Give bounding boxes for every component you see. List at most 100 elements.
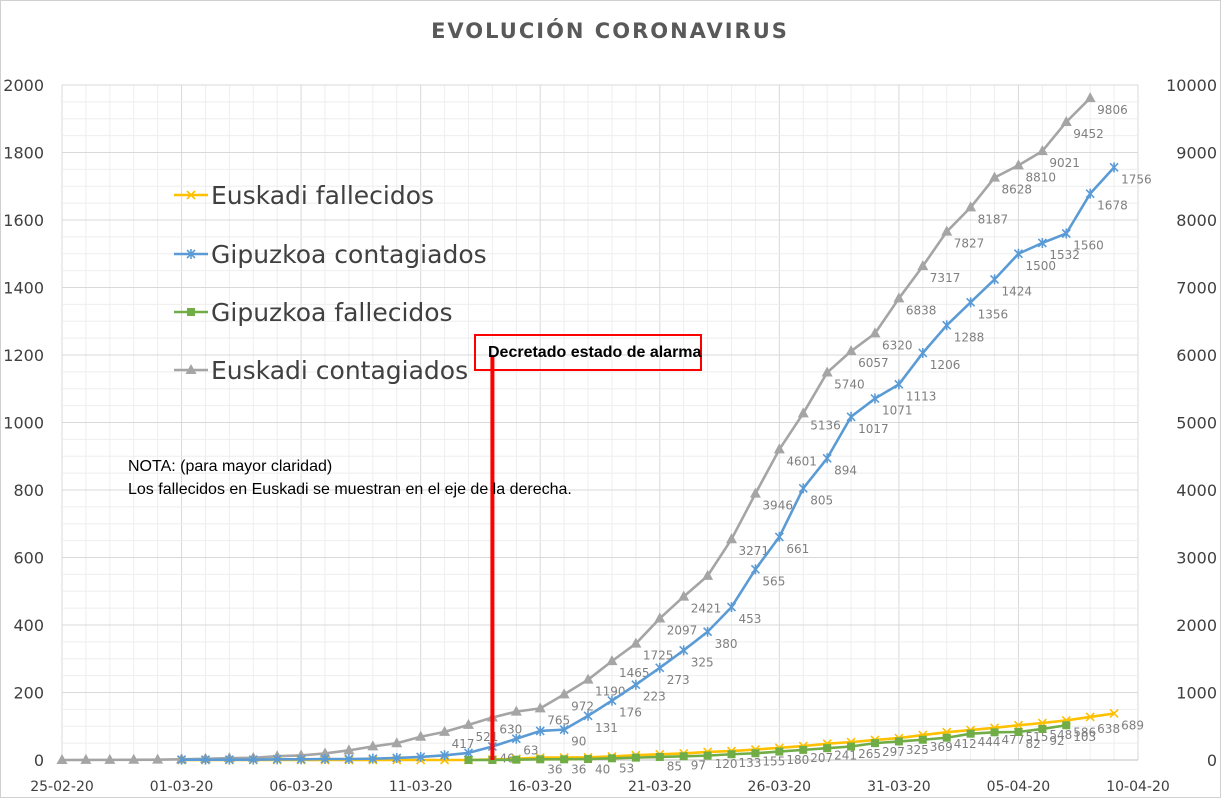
- y-left-tick-label: 0: [34, 751, 44, 770]
- data-label: 103: [1073, 730, 1096, 744]
- data-point: [320, 753, 330, 764]
- y-right-tick-label: 5000: [1176, 414, 1217, 433]
- alarm-label: Decretado estado de alarma: [488, 344, 702, 361]
- data-point: [798, 483, 808, 494]
- data-point: [727, 750, 736, 759]
- data-point: [582, 673, 594, 684]
- x-tick-label: 05-04-20: [987, 779, 1051, 795]
- data-point: [80, 753, 92, 764]
- data-point: [893, 292, 905, 303]
- y-right-tick-label: 7000: [1176, 279, 1217, 298]
- data-point: [869, 327, 881, 338]
- data-point: [368, 753, 378, 764]
- data-point: [296, 754, 306, 765]
- data-point: [1060, 115, 1072, 126]
- data-point: [941, 225, 953, 236]
- data-label: 1465: [619, 666, 650, 680]
- data-label: 5136: [810, 418, 841, 432]
- data-label: 9806: [1097, 103, 1128, 117]
- data-point: [845, 345, 857, 356]
- data-point: [1012, 159, 1024, 170]
- data-label: 1560: [1073, 239, 1104, 253]
- data-point: [391, 737, 403, 748]
- legend-label: Euskadi contagiados: [211, 356, 468, 385]
- y-left-tick-label: 400: [13, 616, 44, 635]
- data-point: [56, 754, 68, 764]
- series-line: [181, 166, 1116, 761]
- data-label: 90: [571, 735, 586, 749]
- data-label: 638: [1097, 722, 1120, 736]
- data-label: 241: [834, 749, 857, 763]
- data-label: 2097: [667, 623, 698, 637]
- data-point: [751, 749, 760, 758]
- y-right-tick-label: 2000: [1176, 616, 1217, 635]
- data-label: 548: [1049, 728, 1072, 742]
- data-label: 1071: [882, 404, 913, 418]
- data-point: [558, 688, 570, 699]
- data-label: 417: [452, 737, 475, 751]
- data-label: 1017: [858, 422, 889, 436]
- data-point: [606, 655, 618, 666]
- data-label: 565: [762, 574, 785, 588]
- y-left-tick-label: 800: [13, 481, 44, 500]
- data-point: [512, 755, 521, 764]
- data-point: [726, 533, 738, 544]
- note-line-1: NOTA: (para mayor claridad): [128, 458, 333, 475]
- data-label: 894: [834, 463, 857, 477]
- data-point: [703, 751, 712, 760]
- data-point: [846, 411, 856, 422]
- data-point: [942, 320, 952, 331]
- data-point: [631, 753, 640, 762]
- data-point: [630, 637, 642, 648]
- series-gipuzkoa-fallecidos: 82 92 103: [464, 721, 1096, 764]
- data-point: [272, 754, 282, 765]
- data-point: [799, 745, 808, 754]
- data-label: 325: [906, 743, 929, 757]
- data-point: [200, 754, 211, 765]
- data-point: [559, 724, 569, 735]
- data-label: 265: [858, 747, 881, 761]
- data-label: 1288: [954, 330, 985, 344]
- chart-title: EVOLUCIÓN CORONAVIRUS: [431, 18, 789, 43]
- data-point: [1014, 727, 1023, 736]
- legend-label: Gipuzkoa fallecidos: [211, 298, 453, 327]
- note: NOTA: (para mayor claridad) Los fallecid…: [128, 455, 572, 501]
- data-label: 180: [786, 753, 809, 767]
- y-left-tick-label: 1400: [3, 279, 44, 298]
- y-left-tick-label: 1200: [3, 346, 44, 365]
- series-gipuzkoa-contagiados: 4663901311762232733253804535656618058941…: [176, 162, 1152, 766]
- data-point: [918, 347, 928, 358]
- data-point: [536, 755, 545, 764]
- data-label: 36: [547, 763, 562, 777]
- data-point: [1109, 162, 1119, 173]
- data-point: [655, 662, 665, 673]
- legend-item: Euskadi contagiados: [174, 356, 468, 385]
- note-line-2: Los fallecidos en Euskadi se muestran en…: [128, 481, 572, 498]
- data-point: [462, 718, 474, 729]
- data-point: [822, 453, 832, 464]
- data-point: [1085, 712, 1095, 722]
- data-label: 765: [547, 713, 570, 727]
- data-point: [511, 733, 521, 744]
- y-right-tick-label: 9000: [1176, 144, 1217, 163]
- data-point: [367, 740, 379, 751]
- x-tick-label: 11-03-20: [389, 779, 453, 795]
- data-point: [870, 393, 880, 404]
- data-point: [415, 730, 427, 741]
- y-left-tick-label: 200: [13, 684, 44, 703]
- data-point: [1084, 92, 1096, 103]
- data-point: [990, 728, 999, 737]
- data-point: [1037, 237, 1047, 248]
- y-right-tick-label: 0: [1207, 751, 1217, 770]
- data-point: [607, 754, 616, 763]
- data-point: [344, 753, 354, 764]
- x-tick-label: 06-03-20: [269, 779, 333, 795]
- data-label: 444: [978, 735, 1001, 749]
- data-point: [821, 366, 833, 377]
- data-label: 176: [619, 706, 642, 720]
- data-label: 325: [691, 655, 714, 669]
- data-label: 7827: [954, 237, 985, 251]
- data-label: 273: [667, 673, 690, 687]
- data-point: [439, 725, 451, 736]
- data-label: 97: [691, 758, 706, 772]
